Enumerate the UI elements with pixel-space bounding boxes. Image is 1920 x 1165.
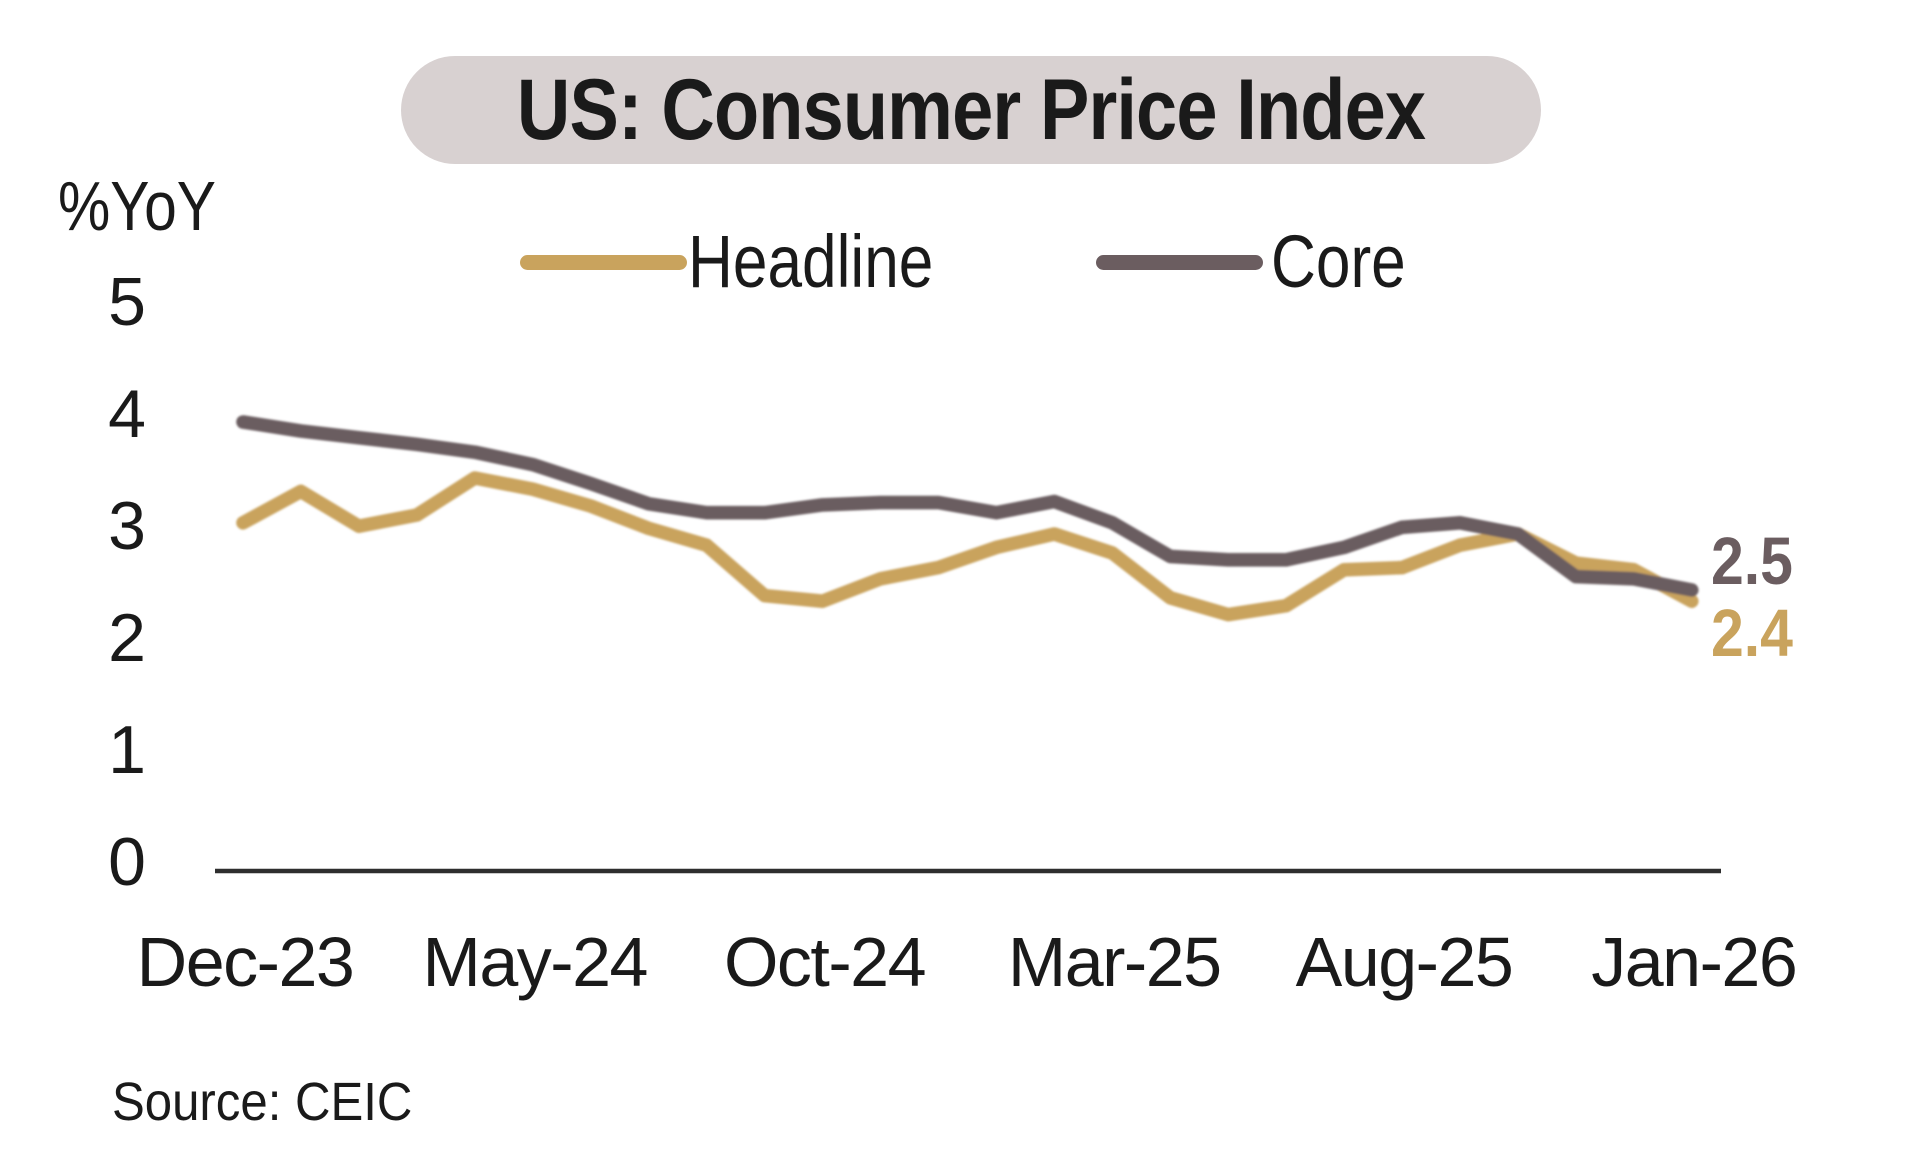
x-tick-label-Aug-25: Aug-25 <box>1295 923 1514 1001</box>
core-end-value-label: 2.5 <box>1711 523 1793 599</box>
x-tick-label-Dec-23: Dec-23 <box>136 923 355 1001</box>
legend-core-label: Core <box>1271 220 1406 303</box>
y-axis-unit-label: %YoY <box>58 167 217 245</box>
core-series-line <box>236 415 1699 597</box>
y-tick-label-4: 4 <box>108 376 146 452</box>
source-note: Source: CEIC <box>112 1072 413 1132</box>
x-tick-label-Mar-25: Mar-25 <box>1007 923 1222 1001</box>
y-tick-label-5: 5 <box>108 264 146 340</box>
headline-end-value-label: 2.4 <box>1711 595 1793 671</box>
y-tick-label-3: 3 <box>108 488 146 564</box>
y-tick-label-2: 2 <box>108 600 146 676</box>
y-tick-label-1: 1 <box>108 712 146 788</box>
legend-headline-swatch <box>520 255 687 270</box>
legend-core-swatch <box>1096 255 1263 270</box>
chart-title: US: Consumer Price Index <box>516 61 1426 158</box>
headline-series-line <box>236 471 1699 622</box>
chart-title-pill: US: Consumer Price Index <box>401 56 1541 164</box>
y-tick-label-0: 0 <box>108 824 146 900</box>
x-tick-label-May-24: May-24 <box>422 923 649 1001</box>
x-tick-label-Oct-24: Oct-24 <box>723 923 927 1001</box>
x-tick-label-Jan-26: Jan-26 <box>1591 923 1798 1001</box>
legend-headline-label: Headline <box>688 220 934 303</box>
